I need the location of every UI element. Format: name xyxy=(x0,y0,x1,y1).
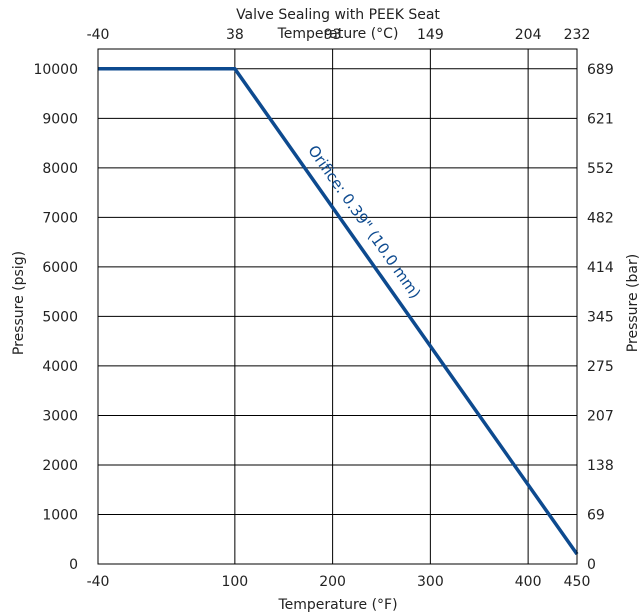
x-top-tick-label: -40 xyxy=(87,27,110,43)
y-right-tick-label: 689 xyxy=(587,62,614,78)
y-tick-label: 10000 xyxy=(33,62,78,78)
x-top-tick-label: 232 xyxy=(564,27,591,43)
y-right-tick-label: 621 xyxy=(587,111,614,127)
y-tick-label: 0 xyxy=(69,557,78,573)
chart-title: Valve Sealing with PEEK Seat xyxy=(236,7,440,23)
y-right-tick-label: 207 xyxy=(587,408,614,424)
y-tick-label: 9000 xyxy=(42,111,78,127)
y-tick-label: 1000 xyxy=(42,507,78,523)
series-label: Orifice: 0.39" (10.0 mm) xyxy=(304,142,424,302)
x-top-tick-label: 93 xyxy=(324,27,342,43)
y-right-tick-label: 482 xyxy=(587,210,614,226)
y-axis-right-title: Pressure (bar) xyxy=(625,254,641,352)
x-tick-label: -40 xyxy=(87,574,110,590)
y-right-tick-label: 414 xyxy=(587,260,614,276)
y-tick-label: 8000 xyxy=(42,161,78,177)
tick-labels: -40 100 200 300 400 450 -40 38 93 149 204 232 0 1000 2… xyxy=(33,27,613,590)
x-tick-label: 300 xyxy=(417,574,444,590)
grid-lines xyxy=(98,49,577,564)
x-tick-label: 100 xyxy=(221,574,248,590)
x-axis-top-title: Temperature (°C) xyxy=(277,26,399,42)
series-line xyxy=(98,67,579,556)
y-right-tick-label: 0 xyxy=(587,557,596,573)
y-tick-label: 3000 xyxy=(42,408,78,424)
x-top-tick-label: 38 xyxy=(226,27,244,43)
y-right-tick-label: 275 xyxy=(587,359,614,375)
y-tick-label: 7000 xyxy=(42,210,78,226)
y-right-tick-label: 138 xyxy=(587,458,614,474)
x-tick-label: 400 xyxy=(515,574,542,590)
y-axis-title: Pressure (psig) xyxy=(11,251,27,355)
x-tick-label: 450 xyxy=(564,574,591,590)
y-right-tick-label: 345 xyxy=(587,309,614,325)
series-layer: Orifice: 0.39" (10.0 mm) xyxy=(98,67,579,556)
y-right-tick-label: 69 xyxy=(587,507,605,523)
plot-frame xyxy=(97,48,578,565)
y-tick-label: 6000 xyxy=(42,260,78,276)
x-top-tick-label: 204 xyxy=(515,27,542,43)
y-right-tick-label: 552 xyxy=(587,161,614,177)
x-tick-label: 200 xyxy=(319,574,346,590)
y-tick-label: 2000 xyxy=(42,458,78,474)
x-top-tick-label: 149 xyxy=(417,27,444,43)
y-tick-label: 5000 xyxy=(42,309,78,325)
x-axis-title: Temperature (°F) xyxy=(277,597,397,613)
y-tick-label: 4000 xyxy=(42,359,78,375)
